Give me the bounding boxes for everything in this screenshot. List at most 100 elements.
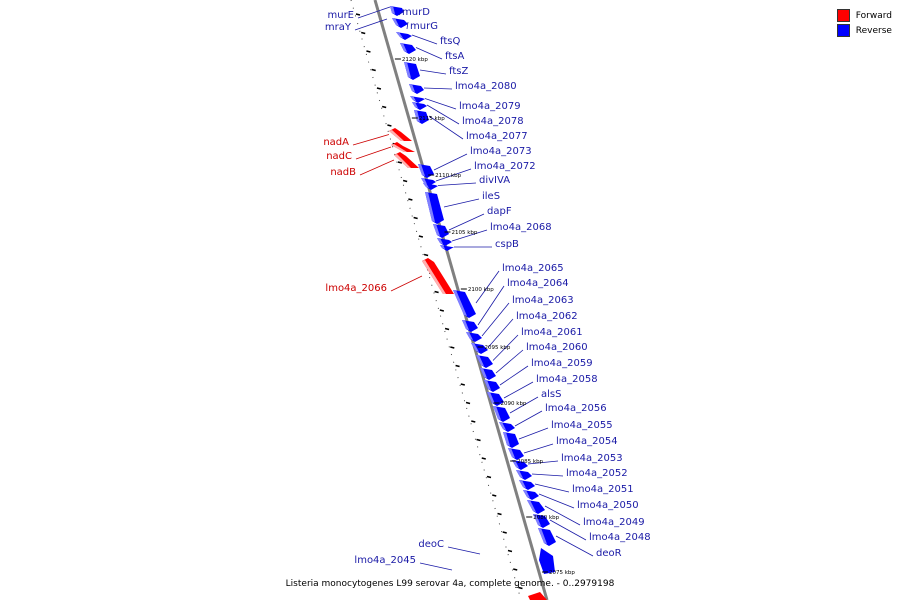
gene-label-lmo4a_2054: lmo4a_2054 <box>556 436 618 447</box>
gene-highlight-lmo4a_2068 <box>437 238 443 244</box>
leader-lmo4a_2060 <box>495 349 524 374</box>
legend: Forward Reverse <box>836 8 892 38</box>
legend-item-forward: Forward <box>836 8 892 23</box>
gene-label-dapF: dapF <box>487 206 512 217</box>
gene-label-ftsQ: ftsQ <box>440 36 460 47</box>
inner-ring-mark <box>492 494 497 497</box>
gene-label-deoC: deoC <box>418 539 444 550</box>
tick-label: 2075 kbp <box>549 570 575 576</box>
gene-label-murD: murD <box>402 7 430 18</box>
legend-label-forward: Forward <box>855 10 892 21</box>
gene-highlight-ftsA <box>400 43 407 52</box>
tick-label: 2115 kbp <box>419 116 445 122</box>
gene-label-lmo4a_2072: lmo4a_2072 <box>474 161 536 172</box>
leader-murE <box>357 6 391 19</box>
gene-label-ftsZ: ftsZ <box>449 66 468 77</box>
inner-ring-mark <box>366 50 371 53</box>
leader-ftsZ <box>419 69 447 75</box>
leader-lmo4a_2045 <box>419 562 453 571</box>
gene-highlight-ftsZ <box>404 62 411 78</box>
leader-lmo4a_2073 <box>433 153 468 171</box>
inner-ring-mark <box>361 31 366 35</box>
gene-highlight-lmo4a_2072 <box>421 178 427 184</box>
gene-highlight-lmo4a_2078 <box>412 102 418 108</box>
leader-lmo4a_2078 <box>426 104 460 125</box>
gene-label-lmo4a_2060: lmo4a_2060 <box>526 342 588 353</box>
gene-label-lmo4a_2050: lmo4a_2050 <box>577 500 639 511</box>
gene-block <box>539 548 555 574</box>
tick-label: 2100 kbp <box>468 287 494 293</box>
gene-label-lmo4a_2051: lmo4a_2051 <box>572 484 634 495</box>
inner-ring-mark <box>434 290 439 294</box>
inner-ring-mark <box>486 475 492 479</box>
leader-lmo4a_2066 <box>390 275 423 292</box>
tick-label: 2110 kbp <box>435 173 461 179</box>
leader-divIVA <box>437 182 477 186</box>
inner-ring-mark <box>397 161 403 164</box>
gene-label-lmo4a_2066: lmo4a_2066 <box>325 283 387 294</box>
gene-label-lmo4a_2063: lmo4a_2063 <box>512 295 574 306</box>
gene-label-deoR: deoR <box>596 548 622 559</box>
leader-nadB <box>359 159 395 176</box>
inner-ring-mark <box>471 420 476 423</box>
gene-label-lmo4a_2068: lmo4a_2068 <box>490 222 552 233</box>
gene-highlight-lmo4a_2065 <box>453 290 467 316</box>
leader-ileS <box>443 198 480 208</box>
gene-highlight-murD <box>390 6 395 14</box>
leader-lmo4a_2059 <box>499 365 529 386</box>
leader-ftsQ <box>411 34 438 45</box>
tick-label: 2080 kbp <box>533 515 559 521</box>
gene-highlight-lmo4a_2060 <box>480 368 487 378</box>
leader-lmo4a_2080 <box>423 87 453 90</box>
inner-ring-mark <box>376 87 382 90</box>
gene-label-cspB: cspB <box>495 239 519 250</box>
gene-label-mraY: mraY <box>325 22 352 33</box>
gene-highlight-alsS <box>493 406 501 420</box>
inner-ring-mark <box>413 216 418 220</box>
gene-block <box>528 592 547 600</box>
gene-highlight-lmo4a_2079 <box>410 96 416 101</box>
gene-label-lmo4a_2048: lmo4a_2048 <box>589 532 651 543</box>
gene-highlight-murG <box>392 18 399 26</box>
leader-lmo4a_2065 <box>475 270 500 304</box>
reverse-swatch <box>836 24 850 37</box>
gene-highlight-lmo4a_2073 <box>418 164 425 176</box>
inner-ring-mark <box>371 68 376 72</box>
leader-alsS <box>509 396 539 414</box>
gene-label-lmo4a_2056: lmo4a_2056 <box>545 403 607 414</box>
gene-block-nadC <box>391 142 415 152</box>
genome-caption: Listeria monocytogenes L99 serovar 4a, c… <box>285 579 615 589</box>
leader-nadC <box>355 146 392 160</box>
legend-item-reverse: Reverse <box>836 23 892 38</box>
leader-lmo4a_2052 <box>531 473 564 477</box>
gene-highlight-nadA <box>389 130 404 141</box>
gene-highlight-lmo4a_2054 <box>508 448 515 458</box>
leader-murG <box>406 21 409 30</box>
gene-highlight-lmo4a_2053 <box>512 460 519 468</box>
legend-label-reverse: Reverse <box>855 25 892 36</box>
tick-label: 2105 kbp <box>452 230 478 236</box>
inner-ring-mark <box>465 401 471 405</box>
inner-ring-mark <box>460 383 465 386</box>
leader-lmo4a_2055 <box>518 427 549 440</box>
leader-lmo4a_2053 <box>527 460 559 465</box>
gene-highlight-deoR <box>538 528 547 544</box>
gene-label-lmo4a_2064: lmo4a_2064 <box>507 278 569 289</box>
tick-label: 2095 kbp <box>484 345 510 351</box>
gene-highlight-lmo4a_2051 <box>519 480 526 488</box>
inner-ring-mark <box>355 13 361 16</box>
gene-label-murG: murG <box>410 21 438 32</box>
gene-highlight-lmo4a_2058 <box>487 392 495 404</box>
gene-label-lmo4a_2061: lmo4a_2061 <box>521 327 583 338</box>
leader-lmo4a_2077 <box>428 115 464 140</box>
leader-lmo4a_2058 <box>503 381 534 399</box>
leader-lmo4a_2048 <box>549 519 587 541</box>
tick-label: 2090 kbp <box>501 401 527 407</box>
inner-ring-mark <box>497 512 502 516</box>
gene-highlight-lmo4a_2056 <box>499 422 506 430</box>
gene-highlight-lmo4a_2049 <box>527 500 536 512</box>
inner-ring-mark <box>513 568 518 571</box>
inner-ring-mark <box>444 327 450 331</box>
gene-highlight-ileS <box>425 192 435 222</box>
gene-highlight-nadC <box>391 144 407 152</box>
